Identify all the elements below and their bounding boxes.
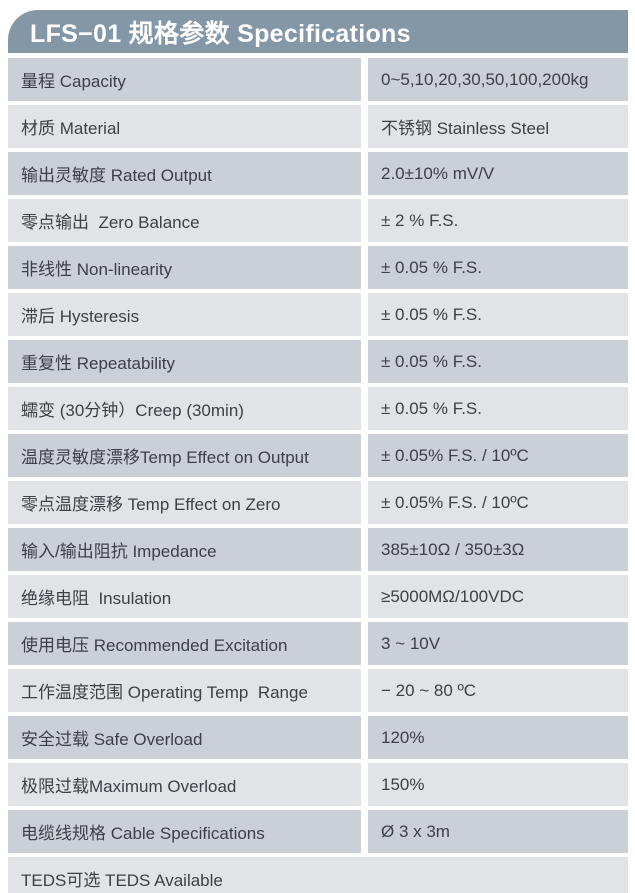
spec-label: 工作温度范围 Operating Temp Range [21,683,308,702]
spec-value-cell: Ø 3 x 3m [368,810,628,853]
spec-value-cell: 150% [368,763,628,806]
table-row: 重复性 Repeatability ± 0.05 % F.S. [8,340,628,383]
page-title: LFS−01 规格参数 Specifications [30,19,411,48]
spec-label: 非线性 Non-linearity [21,260,173,279]
spec-value: Ø 3 x 3m [381,821,450,841]
spec-value-cell: 0~5,10,20,30,50,100,200kg [368,58,628,101]
table-row: 工作温度范围 Operating Temp Range − 20 ~ 80 ºC [8,669,628,712]
spec-value: ≥5000MΩ/100VDC [381,586,524,606]
spec-label: 零点温度漂移 Temp Effect on Zero [21,495,281,514]
spec-value-cell: 不锈钢 Stainless Steel [368,105,628,148]
spec-value: 不锈钢 Stainless Steel [381,119,550,138]
spec-value-cell: ± 0.05 % F.S. [368,293,628,336]
table-row: 滞后 Hysteresis ± 0.05 % F.S. [8,293,628,336]
spec-value: ± 0.05% F.S. / 10ºC [381,492,529,512]
spec-value: ± 2 % F.S. [381,210,459,230]
spec-value: 2.0±10% mV/V [381,163,495,183]
spec-value: − 20 ~ 80 ºC [381,680,477,700]
spec-label: TEDS可选 TEDS Available [21,871,223,890]
spec-value-cell: 2.0±10% mV/V [368,152,628,195]
spec-value-cell: ± 0.05% F.S. / 10ºC [368,481,628,524]
table-row: TEDS可选 TEDS Available [8,857,628,893]
spec-value: ± 0.05 % F.S. [381,257,482,277]
spec-value-cell: ≥5000MΩ/100VDC [368,575,628,618]
table-row: 材质 Material 不锈钢 Stainless Steel [8,105,628,148]
spec-table: 量程 Capacity 0~5,10,20,30,50,100,200kg 材质 M… [8,58,628,893]
spec-label-cell: 输入/输出阻抗 Impedance [8,528,361,571]
spec-value: ± 0.05 % F.S. [381,398,482,418]
spec-label-cell: TEDS可选 TEDS Available [8,857,628,893]
spec-label: 输出灵敏度 Rated Output [21,166,212,185]
spec-label-cell: 材质 Material [8,105,361,148]
spec-value-cell: − 20 ~ 80 ºC [368,669,628,712]
spec-value-cell: 3 ~ 10V [368,622,628,665]
table-row: 使用电压 Recommended Excitation 3 ~ 10V [8,622,628,665]
table-row: 蠕变 (30分钟）Creep (30min) ± 0.05 % F.S. [8,387,628,430]
spec-label-cell: 蠕变 (30分钟）Creep (30min) [8,387,361,430]
spec-label-cell: 安全过载 Safe Overload [8,716,361,759]
table-row: 安全过载 Safe Overload 120% [8,716,628,759]
spec-label: 重复性 Repeatability [21,354,176,373]
spec-value-cell: ± 0.05 % F.S. [368,246,628,289]
spec-label: 零点输出 Zero Balance [21,213,200,232]
spec-label-cell: 零点温度漂移 Temp Effect on Zero [8,481,361,524]
spec-label-cell: 输出灵敏度 Rated Output [8,152,361,195]
table-row: 量程 Capacity 0~5,10,20,30,50,100,200kg [8,58,628,101]
spec-label: 绝缘电阻 Insulation [21,589,172,608]
spec-label: 蠕变 (30分钟）Creep (30min) [21,401,244,420]
spec-value: ± 0.05 % F.S. [381,351,482,371]
spec-value-cell: 385±10Ω / 350±3Ω [368,528,628,571]
spec-header-bar: LFS−01 规格参数 Specifications [8,10,628,53]
spec-label-cell: 非线性 Non-linearity [8,246,361,289]
spec-value-cell: 120% [368,716,628,759]
spec-label-cell: 电缆线规格 Cable Specifications [8,810,361,853]
table-row: 绝缘电阻 Insulation ≥5000MΩ/100VDC [8,575,628,618]
spec-value: ± 0.05% F.S. / 10ºC [381,445,529,465]
spec-label: 温度灵敏度漂移Temp Effect on Output [21,448,309,467]
spec-label: 使用电压 Recommended Excitation [21,636,288,655]
table-row: 零点温度漂移 Temp Effect on Zero ± 0.05% F.S. /… [8,481,628,524]
spec-value-cell: ± 0.05 % F.S. [368,387,628,430]
spec-label-cell: 使用电压 Recommended Excitation [8,622,361,665]
spec-label-cell: 温度灵敏度漂移Temp Effect on Output [8,434,361,477]
spec-label-cell: 重复性 Repeatability [8,340,361,383]
table-row: 输出灵敏度 Rated Output 2.0±10% mV/V [8,152,628,195]
spec-label-cell: 极限过载Maximum Overload [8,763,361,806]
spec-label: 滞后 Hysteresis [21,307,140,326]
spec-label-cell: 量程 Capacity [8,58,361,101]
table-row: 非线性 Non-linearity ± 0.05 % F.S. [8,246,628,289]
spec-value: 0~5,10,20,30,50,100,200kg [381,69,589,89]
spec-label-cell: 工作温度范围 Operating Temp Range [8,669,361,712]
table-row: 极限过载Maximum Overload 150% [8,763,628,806]
spec-value-cell: ± 0.05% F.S. / 10ºC [368,434,628,477]
spec-value: 3 ~ 10V [381,633,441,653]
spec-label: 输入/输出阻抗 Impedance [21,542,217,561]
spec-label-cell: 绝缘电阻 Insulation [8,575,361,618]
table-row: 电缆线规格 Cable Specifications Ø 3 x 3m [8,810,628,853]
table-row: 输入/输出阻抗 Impedance 385±10Ω / 350±3Ω [8,528,628,571]
spec-label-cell: 滞后 Hysteresis [8,293,361,336]
spec-value: 120% [381,727,425,747]
table-row: 零点输出 Zero Balance ± 2 % F.S. [8,199,628,242]
spec-label: 电缆线规格 Cable Specifications [21,824,265,843]
spec-value-cell: ± 0.05 % F.S. [368,340,628,383]
spec-value-cell: ± 2 % F.S. [368,199,628,242]
spec-label: 极限过载Maximum Overload [21,777,237,796]
spec-value: ± 0.05 % F.S. [381,304,482,324]
spec-label-cell: 零点输出 Zero Balance [8,199,361,242]
spec-value: 385±10Ω / 350±3Ω [381,539,525,559]
table-row: 温度灵敏度漂移Temp Effect on Output ± 0.05% F.S.… [8,434,628,477]
spec-label: 材质 Material [21,119,121,138]
spec-label: 量程 Capacity [21,72,126,91]
spec-value: 150% [381,774,425,794]
spec-label: 安全过载 Safe Overload [21,730,203,749]
